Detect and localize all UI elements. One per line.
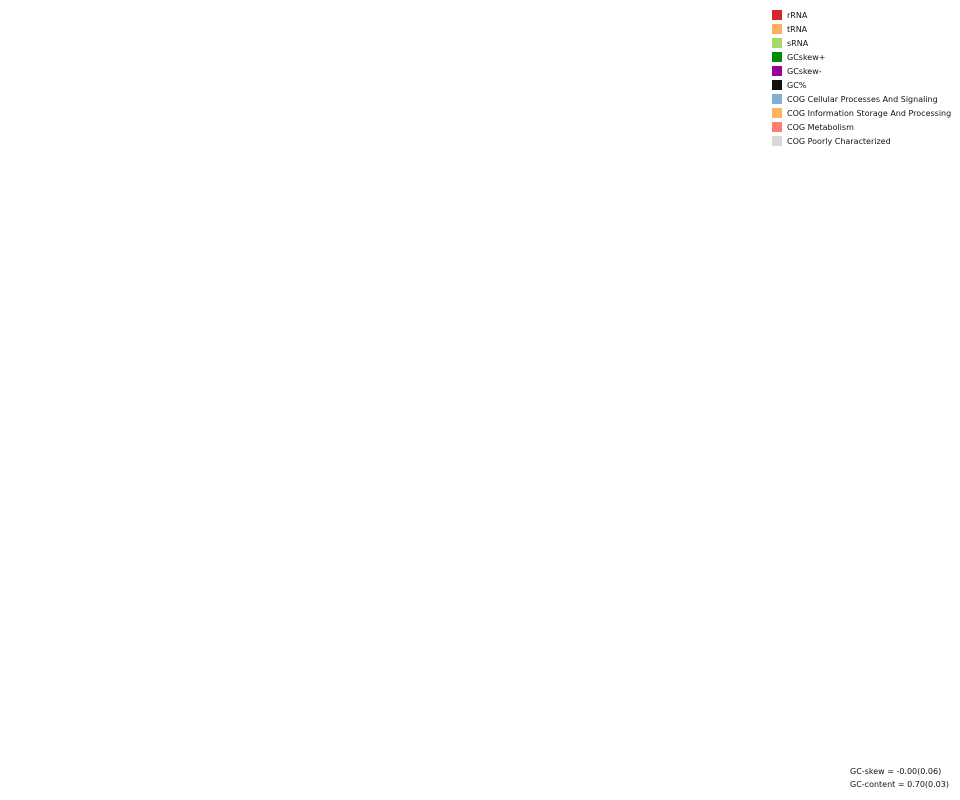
gc-skew-stat: GC-skew = -0.00(0.06) <box>850 767 942 776</box>
legend-label: tRNA <box>787 24 808 34</box>
legend-label: GCskew- <box>787 66 822 76</box>
legend-swatch <box>772 94 782 104</box>
legend-label: COG Metabolism <box>787 122 854 132</box>
legend-swatch <box>772 38 782 48</box>
legend-item: GCskew+ <box>772 50 951 64</box>
legend-item: tRNA <box>772 22 951 36</box>
legend-swatch <box>772 66 782 76</box>
legend-label: COG Information Storage And Processing <box>787 108 952 118</box>
legend-swatch <box>772 24 782 34</box>
legend-item: GC% <box>772 78 951 92</box>
legend: rRNA tRNA sRNA GCskew+ GCskew- GC% COG Cellula… <box>772 8 951 148</box>
legend-item: sRNA <box>772 36 951 50</box>
legend-label: sRNA <box>787 38 809 48</box>
legend-item: rRNA <box>772 8 951 22</box>
legend-label: COG Cellular Processes And Signaling <box>787 94 938 104</box>
legend-swatch <box>772 80 782 90</box>
legend-swatch <box>772 136 782 146</box>
legend-swatch <box>772 122 782 132</box>
stats: GC-skew = -0.00(0.06) GC-content = 0.70(… <box>850 765 949 791</box>
legend-item: GCskew- <box>772 64 951 78</box>
legend-swatch <box>772 52 782 62</box>
legend-swatch <box>772 10 782 20</box>
legend-label: rRNA <box>787 10 808 20</box>
legend-label: GCskew+ <box>787 52 826 62</box>
legend-item: COG Poorly Characterized <box>772 134 951 148</box>
legend-label: COG Poorly Characterized <box>787 136 891 146</box>
legend-item: COG Metabolism <box>772 120 951 134</box>
gc-content-stat: GC-content = 0.70(0.03) <box>850 780 949 789</box>
legend-label: GC% <box>787 80 807 90</box>
legend-swatch <box>772 108 782 118</box>
legend-item: COG Cellular Processes And Signaling <box>772 92 951 106</box>
legend-item: COG Information Storage And Processing <box>772 106 951 120</box>
